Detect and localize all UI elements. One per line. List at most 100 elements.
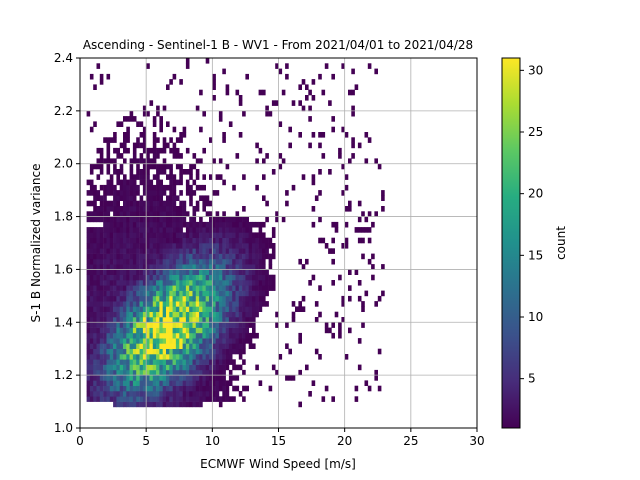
heatmap-cell <box>106 232 111 238</box>
heatmap-cell <box>149 290 154 297</box>
heatmap-cell <box>146 200 150 207</box>
heatmap-cell <box>119 385 124 392</box>
heatmap-cell <box>96 227 101 233</box>
heatmap-cell <box>119 301 124 307</box>
heatmap-cell <box>159 391 163 397</box>
heatmap-cell <box>242 327 246 334</box>
heatmap-cell <box>185 396 190 402</box>
heatmap-cell <box>162 401 167 408</box>
heatmap-cell <box>218 348 223 355</box>
heatmap-cell <box>129 190 134 196</box>
heatmap-cell <box>103 375 107 381</box>
heatmap-cell <box>242 110 246 117</box>
heatmap-cell <box>96 396 101 402</box>
heatmap-cell <box>159 253 163 260</box>
heatmap-cell <box>192 343 197 349</box>
heatmap-cell <box>129 174 134 180</box>
heatmap-cell <box>218 317 223 323</box>
heatmap-cell <box>86 375 91 381</box>
heatmap-cell <box>189 190 193 196</box>
heatmap-cell <box>252 248 256 254</box>
heatmap-cell <box>89 348 94 355</box>
heatmap-cell <box>93 121 97 127</box>
heatmap-cell <box>113 137 117 143</box>
heatmap-cell <box>86 391 91 397</box>
heatmap-cell <box>189 258 193 265</box>
heatmap-cell <box>202 243 206 249</box>
heatmap-cell <box>202 375 206 381</box>
heatmap-cell <box>89 369 94 376</box>
heatmap-cell <box>146 248 150 254</box>
heatmap-cell <box>142 274 147 281</box>
heatmap-cell <box>93 232 97 238</box>
heatmap-cell <box>162 232 167 238</box>
heatmap-cell <box>126 391 130 397</box>
heatmap-cell <box>162 243 167 249</box>
heatmap-cell <box>298 84 302 90</box>
heatmap-cell <box>189 359 193 365</box>
heatmap-cell <box>324 243 329 249</box>
heatmap-cell <box>232 322 236 328</box>
heatmap-cell <box>149 391 154 397</box>
heatmap-cell <box>351 105 355 112</box>
heatmap-cell <box>99 343 104 349</box>
heatmap-cell <box>245 295 249 302</box>
heatmap-cell <box>86 110 91 117</box>
heatmap-cell <box>89 126 94 133</box>
heatmap-cell <box>215 295 220 302</box>
heatmap-cell <box>119 221 124 228</box>
heatmap-cell <box>228 285 233 291</box>
heatmap-cell <box>245 73 249 80</box>
heatmap-cell <box>159 354 163 360</box>
heatmap-cell <box>218 237 223 244</box>
heatmap-cell <box>235 221 240 228</box>
heatmap-cell <box>103 380 107 386</box>
heatmap-cell <box>245 385 249 392</box>
heatmap-cell <box>156 375 160 381</box>
heatmap-cell <box>225 221 230 228</box>
heatmap-cell <box>166 396 170 402</box>
heatmap-cell <box>169 169 173 175</box>
heatmap-cell <box>258 89 263 96</box>
heatmap-cell <box>189 232 193 238</box>
heatmap-cell <box>212 253 216 260</box>
heatmap-cell <box>93 274 97 281</box>
heatmap-cell <box>209 385 213 392</box>
heatmap-cell <box>132 274 137 281</box>
heatmap-cell <box>222 301 226 307</box>
heatmap-cell <box>255 158 259 164</box>
heatmap-cell <box>136 221 140 228</box>
heatmap-cell <box>159 364 163 371</box>
heatmap-cell <box>225 163 230 170</box>
heatmap-cell <box>119 380 124 386</box>
heatmap-cell <box>215 343 220 349</box>
heatmap-cell <box>89 375 94 381</box>
heatmap-cell <box>301 105 306 112</box>
heatmap-cell <box>212 237 216 244</box>
heatmap-cell <box>106 153 111 159</box>
heatmap-cell <box>156 380 160 386</box>
heatmap-cell <box>142 285 147 291</box>
heatmap-cell <box>199 184 203 191</box>
heatmap-cell <box>185 285 190 291</box>
heatmap-cell <box>367 258 372 265</box>
heatmap-cell <box>103 348 107 355</box>
heatmap-cell <box>189 306 193 312</box>
y-tick-label: 2.4 <box>54 51 73 65</box>
heatmap-cell <box>255 269 259 275</box>
heatmap-cell <box>136 385 140 392</box>
heatmap-cell <box>129 332 134 339</box>
heatmap-cell <box>182 274 187 281</box>
heatmap-cell <box>222 285 226 291</box>
heatmap-cell <box>202 258 206 265</box>
heatmap-cell <box>89 364 94 371</box>
heatmap-cell <box>116 206 120 212</box>
heatmap-cell <box>89 396 94 402</box>
heatmap-cell <box>175 253 180 260</box>
heatmap-cell <box>146 396 150 402</box>
heatmap-cell <box>129 237 134 244</box>
heatmap-cell <box>179 364 183 371</box>
heatmap-cell <box>258 232 263 238</box>
heatmap-cell <box>179 348 183 355</box>
heatmap-cell <box>215 280 220 286</box>
